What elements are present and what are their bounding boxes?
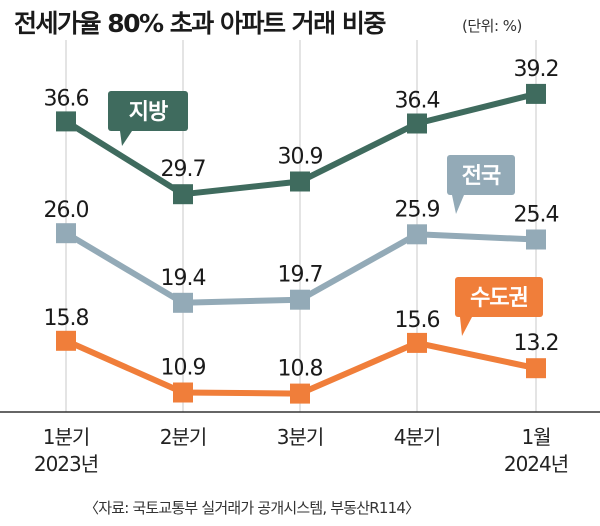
series-name-label: 지방 — [129, 100, 168, 125]
data-point — [526, 358, 546, 379]
callout-box-2 — [447, 155, 515, 195]
series-name-label: 전국 — [462, 164, 501, 189]
data-label: 26.0 — [44, 198, 89, 223]
x-tick-label: 1월 — [521, 425, 550, 449]
data-label: 10.9 — [161, 356, 206, 381]
source-note: 〈자료: 국토교통부 실거래가 공개시스템, 부동산R114〉 — [84, 499, 420, 517]
data-label: 15.6 — [395, 308, 440, 333]
data-label: 36.6 — [44, 86, 89, 111]
data-point — [526, 229, 546, 250]
data-point — [173, 382, 193, 403]
data-point — [407, 332, 427, 353]
data-point — [407, 224, 427, 245]
x-tick-label: 1분기 — [43, 425, 90, 449]
data-label: 19.4 — [161, 266, 206, 291]
callout-tail-3 — [460, 317, 472, 336]
data-label: 39.2 — [514, 57, 559, 82]
data-point — [56, 111, 76, 132]
data-point — [173, 292, 193, 313]
callout-box-3 — [455, 277, 543, 317]
data-label: 10.8 — [278, 357, 323, 382]
data-label: 36.4 — [395, 89, 440, 114]
x-tick-label: 2분기 — [160, 425, 207, 449]
data-point — [56, 330, 76, 351]
data-point — [290, 383, 310, 404]
data-label: 25.9 — [395, 197, 440, 222]
data-label: 15.8 — [44, 306, 89, 331]
data-label: 29.7 — [161, 157, 206, 182]
x-tick-label: 2023년 — [34, 452, 98, 476]
series-name-label: 수도권 — [470, 286, 528, 311]
callout-tail-2 — [452, 195, 464, 214]
data-point — [290, 171, 310, 192]
x-tick-label: 3분기 — [277, 425, 324, 449]
data-point — [290, 289, 310, 310]
callout-box-1 — [108, 91, 188, 131]
callout-tail-1 — [120, 131, 132, 146]
data-point — [56, 223, 76, 244]
data-labels: 36.6 29.7 30.9 36.4 39.2 26.0 19.4 19.7 25.9 25.4… — [44, 57, 560, 382]
x-tick-label: 2024년 — [504, 452, 568, 476]
chart-title: 전세가율 80% 초과 아파트 거래 비중 — [14, 9, 386, 38]
unit-label: (단위: %) — [462, 17, 522, 35]
data-label: 13.2 — [514, 331, 559, 356]
data-label: 30.9 — [278, 145, 323, 170]
data-label: 19.7 — [278, 263, 323, 288]
data-label: 25.4 — [514, 203, 559, 228]
series-group — [56, 83, 546, 404]
x-tick-label: 4분기 — [394, 425, 441, 449]
data-point — [173, 184, 193, 205]
data-point — [526, 83, 546, 104]
data-point — [407, 113, 427, 134]
x-axis: 1분기 2023년 2분기 3분기 4분기 1월 2024년 — [0, 411, 600, 476]
